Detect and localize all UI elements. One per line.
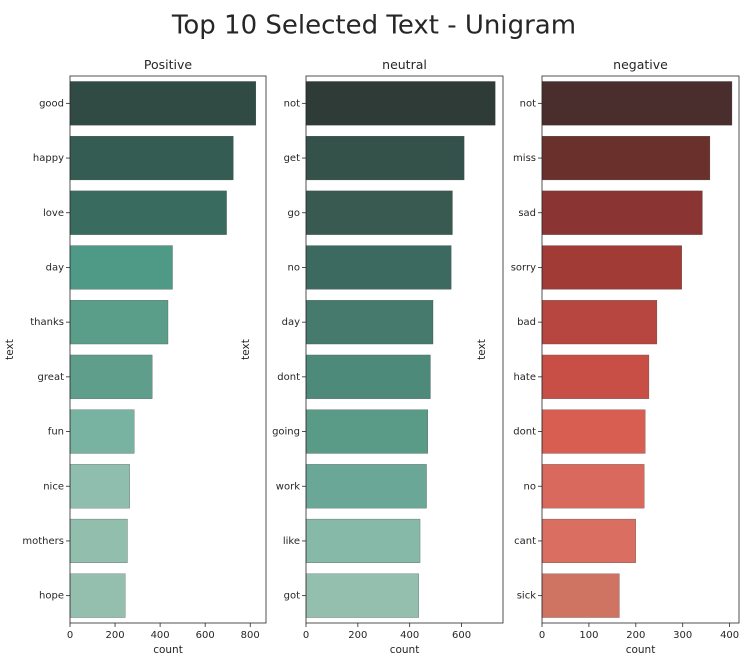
bar-sorry: [541, 245, 682, 290]
y-tick-label: day: [46, 262, 64, 273]
y-tick-label: got: [284, 591, 300, 602]
x-tick-label: 200: [348, 630, 367, 641]
panel-1: Positive good happy love day thanks great fun ni…: [4, 57, 267, 656]
x-tick-label: 400: [151, 630, 170, 641]
bar-good: [69, 81, 257, 126]
y-tick-label: thanks: [30, 317, 64, 328]
y-tick-label: dont: [513, 427, 536, 438]
x-tick-label: 100: [579, 630, 598, 641]
y-tick-label: not: [284, 98, 300, 109]
x-axis-label: count: [626, 644, 656, 656]
bar-work: [305, 464, 427, 509]
y-tick-label: like: [283, 536, 300, 547]
x-tick-label: 300: [673, 630, 692, 641]
y-tick-label: get: [284, 153, 301, 164]
y-tick-label: go: [288, 208, 300, 219]
bar-like: [305, 518, 421, 563]
bar-going: [305, 409, 428, 454]
y-tick-label: miss: [513, 153, 536, 164]
bar-go: [305, 190, 453, 235]
bar-cant: [541, 518, 636, 563]
panel-3: negative not miss sad sorry bad hate dont no cant…: [476, 57, 740, 656]
y-tick-label: bad: [517, 317, 536, 328]
y-tick-label: mothers: [22, 536, 64, 547]
x-tick-label: 600: [196, 630, 215, 641]
y-tick-label: going: [272, 427, 300, 438]
x-tick-label: 400: [400, 630, 419, 641]
panel-frame: [305, 75, 504, 624]
bar-no: [305, 245, 452, 290]
y-tick-label: sick: [517, 591, 536, 602]
y-tick-label: hope: [39, 591, 64, 602]
bar-miss: [541, 136, 711, 181]
panel-title: neutral: [382, 57, 427, 72]
bar-nice: [69, 464, 130, 509]
y-tick-label: hate: [513, 372, 536, 383]
panel-frame: [541, 75, 740, 624]
y-tick-label: happy: [33, 153, 64, 164]
y-tick-label: no: [524, 481, 536, 492]
y-tick-label: dont: [277, 372, 300, 383]
bar-not: [541, 81, 733, 126]
bar-great: [69, 354, 153, 399]
x-tick-label: 600: [452, 630, 471, 641]
y-tick-label: work: [276, 481, 300, 492]
bar-got: [305, 573, 419, 618]
bar-no: [541, 464, 645, 509]
x-tick-label: 200: [626, 630, 645, 641]
panel-2: neutral not get go no day dont going work like got…: [240, 57, 504, 656]
bar-thanks: [69, 300, 169, 345]
x-tick-label: 200: [106, 630, 125, 641]
bar-not: [305, 81, 496, 126]
y-axis-label: text: [476, 339, 488, 360]
y-tick-label: no: [288, 262, 300, 273]
bar-sad: [541, 190, 703, 235]
y-tick-label: love: [43, 208, 64, 219]
bar-get: [305, 136, 465, 181]
chart-title: Top 10 Selected Text - Unigram: [171, 11, 576, 41]
y-tick-label: nice: [43, 481, 64, 492]
y-tick-label: sad: [518, 208, 536, 219]
x-tick-label: 0: [303, 630, 309, 641]
y-tick-label: good: [39, 98, 64, 109]
x-tick-label: 0: [67, 630, 73, 641]
x-tick-label: 0: [539, 630, 545, 641]
panel-title: negative: [613, 57, 668, 72]
bar-sick: [541, 573, 620, 618]
x-tick-label: 800: [241, 630, 260, 641]
y-tick-label: fun: [48, 427, 64, 438]
y-axis-label: text: [240, 339, 252, 360]
y-tick-label: great: [38, 372, 65, 383]
bar-day: [69, 245, 173, 290]
panel-title: Positive: [144, 57, 192, 72]
bar-bad: [541, 300, 658, 345]
panel-frame: [69, 75, 267, 624]
x-axis-label: count: [390, 644, 420, 656]
y-tick-label: cant: [514, 536, 536, 547]
y-tick-label: day: [282, 317, 300, 328]
chart-panels: Positive good happy love day thanks great fun ni…: [4, 57, 740, 656]
y-tick-label: sorry: [511, 262, 536, 273]
bar-love: [69, 190, 227, 235]
x-tick-label: 400: [720, 630, 739, 641]
bar-dont: [541, 409, 646, 454]
bar-fun: [69, 409, 135, 454]
bar-day: [305, 300, 434, 345]
x-axis-label: count: [153, 644, 183, 656]
y-axis-label: text: [4, 339, 16, 360]
bar-hate: [541, 354, 650, 399]
y-tick-label: not: [520, 98, 536, 109]
bar-hope: [69, 573, 126, 618]
bar-dont: [305, 354, 431, 399]
bar-happy: [69, 136, 234, 181]
bar-mothers: [69, 518, 128, 563]
